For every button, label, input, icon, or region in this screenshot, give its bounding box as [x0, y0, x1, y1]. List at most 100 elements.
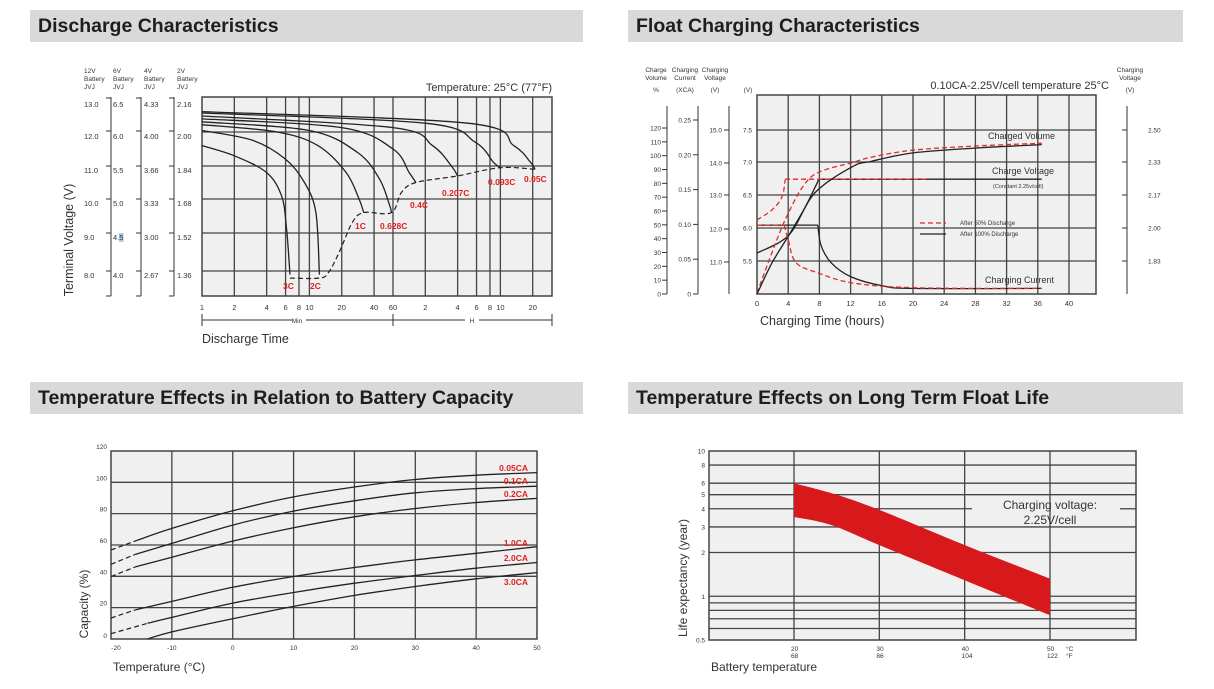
axis-header-voltage6: (V) — [744, 87, 753, 94]
discharge-rate-label: 0.628C — [380, 221, 407, 231]
axis-tick-label-volume: 50 — [654, 222, 662, 229]
voltage-column-header: 12V — [84, 68, 96, 75]
voltage-tick-label: 1.52 — [177, 233, 192, 242]
life-x-tick-label-fahrenheit: 104 — [962, 653, 973, 660]
discharge-x-tick-label: 60 — [389, 303, 397, 312]
axis-tick-label-voltage6: 6.5 — [743, 193, 752, 200]
capacity-curve-1.0CA — [135, 546, 538, 611]
float-curve-current-solid — [817, 224, 1042, 290]
axis-tick-label-voltage_cell: 2.00 — [1148, 226, 1161, 233]
axis-tick-label-current: 0.20 — [678, 152, 691, 159]
axis-tick-label-volume: 120 — [650, 126, 661, 133]
capacity-curve-dashed-2.0CA — [110, 622, 148, 635]
voltage-tick-label: 3.00 — [144, 233, 159, 242]
voltage-tick-label: 4.00 — [144, 132, 159, 141]
voltage-tick-label: 12.0 — [84, 132, 99, 141]
charging-voltage-value: 2.25V/cell — [1024, 513, 1077, 527]
temperature-capacity-chart: Temperature (°C) Capacity (%) -20 -10 0 10 2… — [77, 444, 541, 674]
capacity-x-tick-label: -20 — [111, 645, 121, 652]
axis-tick-label-volume: 110 — [651, 139, 662, 146]
voltage-tick-label: 11.0 — [84, 166, 98, 175]
voltage-tick-label: 8.0 — [84, 271, 94, 280]
voltage-tick-label: 2.16 — [177, 100, 192, 109]
charging-voltage-annotation: Charging voltage: — [1003, 498, 1097, 512]
discharge-rate-label: 2C — [310, 281, 321, 291]
voltage-column-header: 6V — [113, 68, 122, 75]
label-charging-current: Charging Current — [985, 275, 1055, 285]
voltage-tick-label: 5.5 — [113, 166, 123, 175]
life-expectancy-band — [794, 483, 1050, 616]
axis-tick-label-voltage12: 14.0 — [709, 161, 722, 168]
voltage-tick-label: 4.0 — [113, 271, 123, 280]
discharge-rate-label: 1C — [355, 221, 366, 231]
capacity-y-tick-label: 60 — [100, 538, 108, 545]
life-y-tick-label: 10 — [698, 448, 706, 455]
float-curve-voltage6-dashed — [756, 179, 786, 221]
discharge-x-tick-label: 8 — [297, 303, 301, 312]
axis-header-current: Charging — [672, 67, 699, 74]
capacity-y-tick-label: 40 — [100, 569, 108, 576]
float-x-tick-label: 40 — [1065, 299, 1073, 308]
float-x-tick-label: 20 — [909, 299, 917, 308]
discharge-x-tick-label: 10 — [496, 303, 504, 312]
capacity-y-tick-label: 0 — [103, 633, 107, 640]
discharge-x-tick-label: 1 — [200, 303, 204, 312]
discharge-x-tick-label: 6 — [283, 303, 287, 312]
life-x-tick-label-fahrenheit: 122 — [1047, 653, 1058, 660]
axis-header-current: Current — [674, 75, 696, 82]
life-y-tick-label: 3 — [701, 524, 705, 531]
header-float-life: Temperature Effects on Long Term Float L… — [628, 382, 1183, 414]
axis-tick-label-volume: 0 — [657, 292, 661, 299]
float-curve-current-dashed — [783, 224, 1042, 290]
life-x-tick-label-fahrenheit: 86 — [876, 653, 884, 660]
unit-label-fahrenheit: °F — [1066, 652, 1073, 660]
axis-tick-label-volume: 10 — [654, 278, 662, 285]
axis-tick-label-voltage_cell: 2.33 — [1148, 160, 1161, 167]
voltage-column-header: JVJ — [113, 84, 124, 91]
discharge-curve-0.628C — [201, 121, 393, 213]
life-y-axis-title: Life expectancy (year) — [676, 519, 690, 637]
capacity-rate-label: 3.0CA — [504, 577, 528, 587]
capacity-rate-label: 0.2CA — [504, 489, 528, 499]
life-x-tick-label-celsius: 50 — [1047, 646, 1055, 653]
voltage-tick-label: 4.5 — [113, 233, 123, 242]
voltage-tick-label: 3.66 — [144, 166, 159, 175]
axis-tick-label-voltage_cell: 2.17 — [1148, 193, 1161, 200]
capacity-curve-3.0CA — [147, 571, 538, 640]
voltage-tick-label: 1.36 — [177, 271, 192, 280]
discharge-curve-0.093C — [201, 112, 501, 169]
capacity-y-axis-title: Capacity (%) — [77, 570, 91, 639]
life-y-tick-label: 5 — [701, 492, 705, 499]
text-selection-highlight — [119, 233, 124, 242]
float-x-tick-label: 36 — [1034, 299, 1042, 308]
voltage-tick-label: 9.0 — [84, 233, 94, 242]
life-x-tick-label-celsius: 20 — [791, 646, 799, 653]
discharge-curve-1C — [201, 124, 365, 213]
discharge-rate-label: 0.207C — [442, 188, 469, 198]
axis-tick-label-volume: 80 — [654, 181, 662, 188]
axis-header-volume: % — [653, 87, 659, 94]
capacity-curve-dashed-0.1CA — [110, 553, 136, 565]
axis-tick-label-volume: 60 — [654, 209, 662, 216]
life-y-tick-label: 0.5 — [696, 638, 705, 645]
capacity-curve-dashed-0.05CA — [110, 539, 138, 551]
legend-label-50-discharge: After 50% Discharge — [960, 221, 1016, 227]
axis-tick-label-volume: 30 — [654, 250, 662, 257]
discharge-rate-label: 3C — [283, 281, 294, 291]
discharge-x-tick-label: 20 — [529, 303, 537, 312]
discharge-x-axis-title: Discharge Time — [202, 332, 289, 346]
life-y-tick-label: 4 — [701, 506, 705, 513]
capacity-x-tick-label: 10 — [290, 645, 298, 652]
discharge-x-tick-label: 6 — [474, 303, 478, 312]
capacity-curve-0.1CA — [135, 485, 538, 556]
discharge-rate-label: 0.4C — [410, 200, 428, 210]
voltage-tick-label: 6.0 — [113, 132, 123, 141]
discharge-curve-0.05C — [201, 110, 536, 170]
header-discharge-characteristics: Discharge Characteristics — [30, 10, 583, 42]
voltage-tick-label: 1.68 — [177, 199, 192, 208]
discharge-y-axis-title: Terminal Voltage (V) — [62, 184, 76, 297]
voltage-tick-label: 4.33 — [144, 100, 159, 109]
float-charging-x-axis-title: Charging Time (hours) — [760, 314, 884, 328]
axis-header-voltage_cell: (V) — [1126, 87, 1135, 94]
capacity-x-tick-label: 50 — [533, 645, 541, 652]
